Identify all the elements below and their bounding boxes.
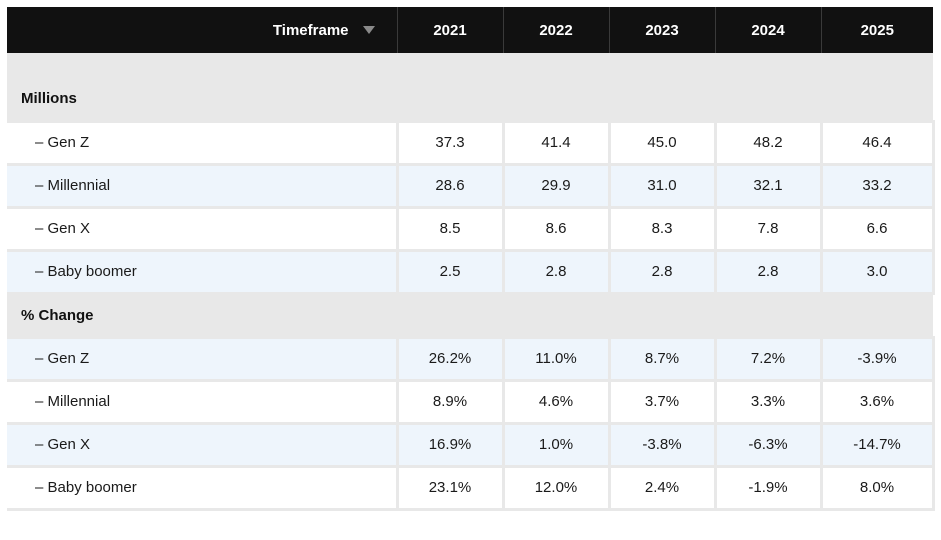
table-body: Millions – Gen Z 37.3 41.4 45.0 48.2 46.4– Mil… [7, 53, 935, 511]
table-row: – Gen Z 37.3 41.4 45.0 48.2 46.4 [7, 121, 935, 166]
value-cell: 1.0% [501, 423, 609, 468]
row-label: – Gen Z [7, 337, 397, 382]
value-cell: 12.0% [501, 466, 609, 511]
value-cell: 8.9% [395, 380, 503, 425]
value-cell: 4.6% [501, 380, 609, 425]
value-cell: 3.3% [713, 380, 821, 425]
row-label: – Baby boomer [7, 250, 397, 295]
row-label: – Millennial [7, 380, 397, 425]
year-header-2021[interactable]: 2021 [396, 7, 503, 53]
value-cell: 31.0 [607, 164, 715, 209]
row-label: – Gen X [7, 423, 397, 468]
table-row: – Baby boomer 23.1% 12.0% 2.4% -1.9% 8.0% [7, 466, 935, 511]
value-cell: 8.7% [607, 337, 715, 382]
header-row: Timeframe 2021 2022 2023 2024 2025 [7, 7, 933, 53]
row-label: – Millennial [7, 164, 397, 209]
value-cell: 28.6 [395, 164, 503, 209]
value-cell: 2.4% [607, 466, 715, 511]
row-label: – Gen Z [7, 121, 397, 166]
sort-down-icon[interactable] [362, 25, 375, 34]
table-row: – Gen X 8.5 8.6 8.3 7.8 6.6 [7, 207, 935, 252]
value-cell: 29.9 [501, 164, 609, 209]
value-cell: 11.0% [501, 337, 609, 382]
table-header: Timeframe 2021 2022 2023 2024 2025 [7, 7, 933, 53]
section-title: % Change [7, 293, 933, 339]
value-cell: 48.2 [713, 121, 821, 166]
value-cell: -14.7% [819, 423, 935, 468]
section-row: Millions [7, 77, 933, 123]
section-title: Millions [7, 77, 933, 123]
value-cell: 2.8 [607, 250, 715, 295]
value-cell: -3.8% [607, 423, 715, 468]
value-cell: 45.0 [607, 121, 715, 166]
value-cell: 7.2% [713, 337, 821, 382]
year-header-2024[interactable]: 2024 [714, 7, 821, 53]
value-cell: 41.4 [501, 121, 609, 166]
value-cell: 3.6% [819, 380, 935, 425]
data-table: Timeframe 2021 2022 2023 2024 2025 Milli… [7, 7, 935, 511]
table-row: – Gen X 16.9% 1.0% -3.8% -6.3% -14.7% [7, 423, 935, 468]
year-header-2025[interactable]: 2025 [820, 7, 933, 53]
table-row: – Millennial 8.9% 4.6% 3.7% 3.3% 3.6% [7, 380, 935, 425]
value-cell: 46.4 [819, 121, 935, 166]
timeframe-header[interactable]: Timeframe [7, 7, 397, 53]
row-label: – Gen X [7, 207, 397, 252]
value-cell: 3.0 [819, 250, 935, 295]
year-header-2023[interactable]: 2023 [608, 7, 715, 53]
value-cell: 2.8 [713, 250, 821, 295]
value-cell: -1.9% [713, 466, 821, 511]
value-cell: -3.9% [819, 337, 935, 382]
table-row: – Baby boomer 2.5 2.8 2.8 2.8 3.0 [7, 250, 935, 295]
table-row: – Millennial 28.6 29.9 31.0 32.1 33.2 [7, 164, 935, 209]
spacer-cell [7, 53, 933, 77]
table-row: – Gen Z 26.2% 11.0% 8.7% 7.2% -3.9% [7, 337, 935, 382]
value-cell: 23.1% [395, 466, 503, 511]
value-cell: 8.3 [607, 207, 715, 252]
timeframe-label: Timeframe [272, 21, 349, 39]
year-header-2022[interactable]: 2022 [502, 7, 609, 53]
value-cell: 37.3 [395, 121, 503, 166]
value-cell: -6.3% [713, 423, 821, 468]
value-cell: 7.8 [713, 207, 821, 252]
section-row: % Change [7, 293, 933, 339]
value-cell: 2.8 [501, 250, 609, 295]
value-cell: 6.6 [819, 207, 935, 252]
value-cell: 8.6 [501, 207, 609, 252]
value-cell: 8.5 [395, 207, 503, 252]
value-cell: 8.0% [819, 466, 935, 511]
value-cell: 32.1 [713, 164, 821, 209]
value-cell: 2.5 [395, 250, 503, 295]
value-cell: 26.2% [395, 337, 503, 382]
value-cell: 33.2 [819, 164, 935, 209]
value-cell: 16.9% [395, 423, 503, 468]
row-label: – Baby boomer [7, 466, 397, 511]
header-spacer [7, 53, 933, 77]
value-cell: 3.7% [607, 380, 715, 425]
